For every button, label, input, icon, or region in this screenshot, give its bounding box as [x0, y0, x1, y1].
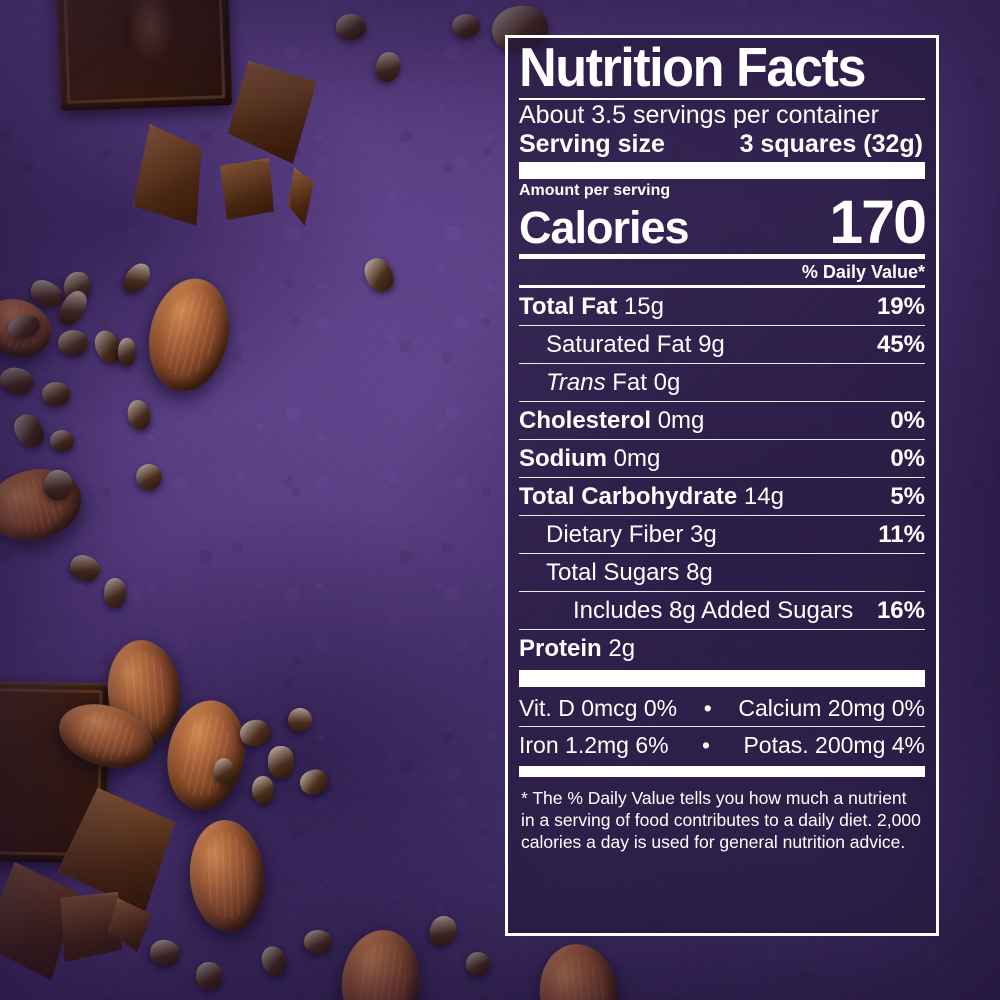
nutrient-table: Total Fat 15g 19% Saturated Fat 9g 45% Trans…: [519, 288, 925, 667]
title-rule: [519, 98, 925, 101]
nutrient-row: Dietary Fiber 3g 11%: [519, 516, 925, 553]
nutrient-row-divider: [519, 515, 925, 517]
nutrient-daily-value: 11%: [878, 521, 925, 549]
nutrient-row-divider: [519, 477, 925, 479]
nutrient-row-divider: [519, 591, 925, 593]
nutrient-daily-value: 16%: [876, 597, 925, 625]
nutrient-row: Total Sugars 8g: [519, 554, 925, 591]
micronutrient-row-divider: [519, 726, 925, 728]
nutrient-row-divider: [519, 325, 925, 327]
amount-per-serving-label: Amount per serving: [519, 182, 671, 200]
cocoa-nib: [50, 430, 74, 452]
nutrient-daily-value: 19%: [876, 293, 925, 321]
thick-divider-top: [519, 162, 925, 180]
nutrient-daily-value: 0%: [890, 445, 925, 473]
divider-before-footnote: [519, 766, 925, 778]
nutrient-daily-value: 45%: [876, 331, 925, 359]
nutrient-row: Total Carbohydrate 14g 5%: [519, 478, 925, 515]
cocoa-nib: [336, 14, 366, 40]
calories-rule: [519, 254, 925, 260]
calories-row: Calories 170: [519, 188, 927, 257]
cocoa-nib: [58, 330, 88, 356]
nutrient-name: Total Sugars 8g: [546, 559, 713, 587]
cocoa-nib: [214, 758, 234, 784]
nutrient-name: Dietary Fiber 3g: [546, 521, 717, 549]
micronutrient-left: Vit. D 0mcg 0%: [519, 695, 678, 722]
nutrient-row-divider: [519, 629, 925, 631]
nutrient-name: Trans Fat 0g: [546, 369, 681, 397]
nutrient-row: Sodium 0mg 0%: [519, 440, 925, 477]
cocoa-nib: [118, 338, 136, 366]
cocoa-nib: [466, 952, 490, 976]
cocoa-nib: [42, 382, 70, 406]
cocoa-nib: [452, 14, 480, 38]
daily-value-header: % Daily Value*: [801, 262, 925, 283]
cocoa-nib: [104, 578, 126, 608]
nutrient-daily-value: 5%: [890, 483, 925, 511]
cocoa-nib: [268, 746, 294, 778]
cocoa-nib: [196, 962, 222, 990]
bullet-separator-icon: •: [703, 695, 712, 722]
nutrient-name: Total Fat 15g: [519, 293, 664, 321]
thick-divider-protein: [519, 670, 925, 688]
micronutrient-row: Iron 1.2mg 6% • Potas. 200mg 4%: [519, 727, 925, 763]
nutrient-row: Includes 8g Added Sugars 16%: [519, 592, 925, 629]
panel-title: Nutrition Facts: [519, 36, 866, 98]
micronutrient-table: Vit. D 0mcg 0% • Calcium 20mg 0% Iron 1.2mg…: [519, 690, 925, 763]
micronutrient-row: Vit. D 0mcg 0% • Calcium 20mg 0%: [519, 690, 925, 726]
nutrient-row-divider: [519, 439, 925, 441]
nutrient-row: Trans Fat 0g: [519, 364, 925, 401]
bullet-separator-icon: •: [701, 732, 711, 759]
nutrient-row-divider: [519, 401, 925, 403]
calories-label: Calories: [519, 202, 690, 254]
nutrition-facts-panel: Nutrition Facts About 3.5 servings per c…: [505, 35, 939, 936]
nutrient-table-top-rule: [519, 285, 925, 289]
nutrient-row: Total Fat 15g 19%: [519, 288, 925, 325]
nutrient-name: Protein 2g: [519, 635, 636, 663]
nutrient-name: Includes 8g Added Sugars: [573, 597, 854, 625]
serving-size-value: 3 squares (32g): [739, 130, 923, 159]
nutrient-name: Cholesterol 0mg: [519, 407, 705, 435]
micronutrient-left: Iron 1.2mg 6%: [519, 732, 669, 759]
serving-size-label: Serving size: [519, 130, 665, 159]
nutrient-name: Total Carbohydrate 14g: [519, 483, 784, 511]
chocolate-shard: [220, 158, 274, 220]
serving-size-row: Serving size 3 squares (32g): [519, 130, 925, 159]
calories-value: 170: [829, 188, 927, 257]
cocoa-nib: [252, 776, 274, 804]
nutrient-name: Saturated Fat 9g: [546, 331, 725, 359]
micronutrient-right: Calcium 20mg 0%: [738, 695, 925, 722]
nutrient-row-divider: [519, 553, 925, 555]
nutrient-row-divider: [519, 363, 925, 365]
cocoa-nib: [304, 930, 332, 954]
nutrient-row: Protein 2g: [519, 630, 925, 667]
micronutrient-right: Potas. 200mg 4%: [743, 732, 925, 759]
nutrient-row: Saturated Fat 9g 45%: [519, 326, 925, 363]
nutrient-name: Sodium 0mg: [519, 445, 661, 473]
cocoa-nib: [136, 464, 162, 490]
nutrient-row: Cholesterol 0mg 0%: [519, 402, 925, 439]
footnote-text: * The % Daily Value tells you how much a…: [521, 788, 921, 853]
nutrient-daily-value: 0%: [890, 407, 925, 435]
servings-per-container: About 3.5 servings per container: [519, 101, 879, 130]
